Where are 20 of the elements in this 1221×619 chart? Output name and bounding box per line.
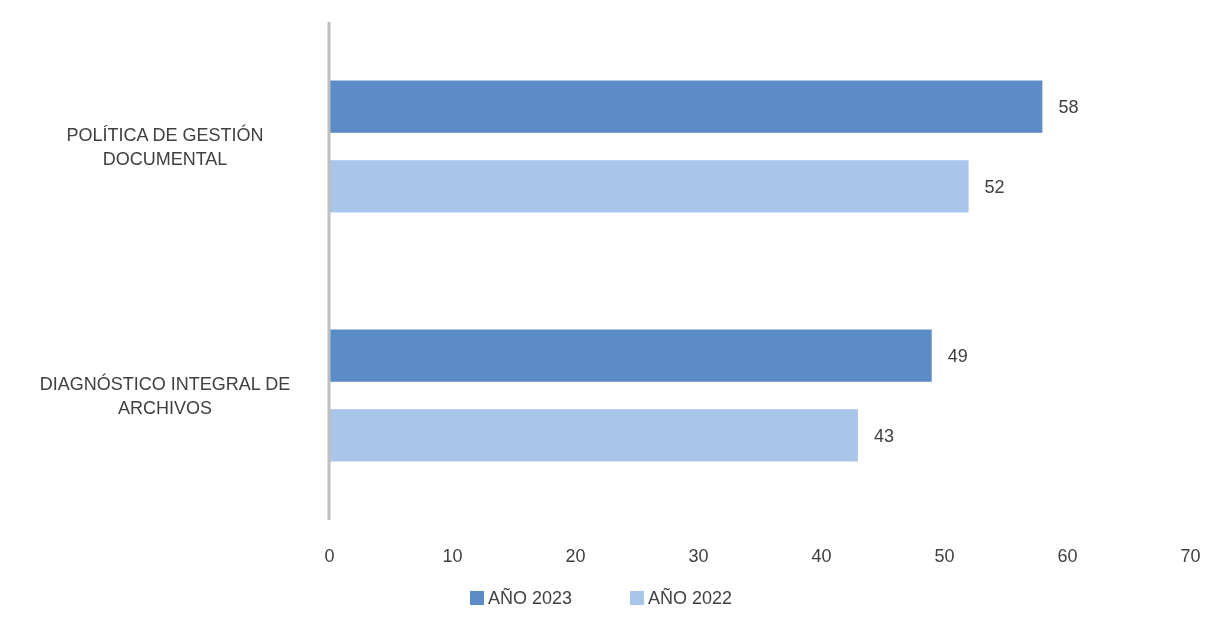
x-tick-label: 60 (1057, 545, 1078, 566)
bar (329, 160, 969, 213)
data-label: 49 (947, 345, 968, 366)
data-label: 58 (1058, 96, 1079, 117)
bar (329, 80, 1043, 133)
data-label: 43 (873, 425, 894, 446)
data-label: 52 (984, 176, 1005, 197)
x-tick-label: 0 (324, 545, 335, 566)
x-tick-label: 50 (934, 545, 955, 566)
x-tick-label: 30 (688, 545, 709, 566)
y-tick-label: DIAGNÓSTICO INTEGRAL DE ARCHIVOS (39, 372, 291, 418)
x-tick-label: 20 (565, 545, 586, 566)
x-tick-label: 70 (1180, 545, 1201, 566)
x-tick-label: 40 (811, 545, 832, 566)
x-tick-label: 10 (442, 545, 463, 566)
legend-label: AÑO 2023 (488, 587, 573, 609)
y-tick-label: POLÍTICA DE GESTIÓN DOCUMENTAL (66, 123, 264, 169)
bar (329, 409, 858, 462)
legend-label: AÑO 2022 (648, 587, 733, 609)
bar (329, 329, 932, 382)
